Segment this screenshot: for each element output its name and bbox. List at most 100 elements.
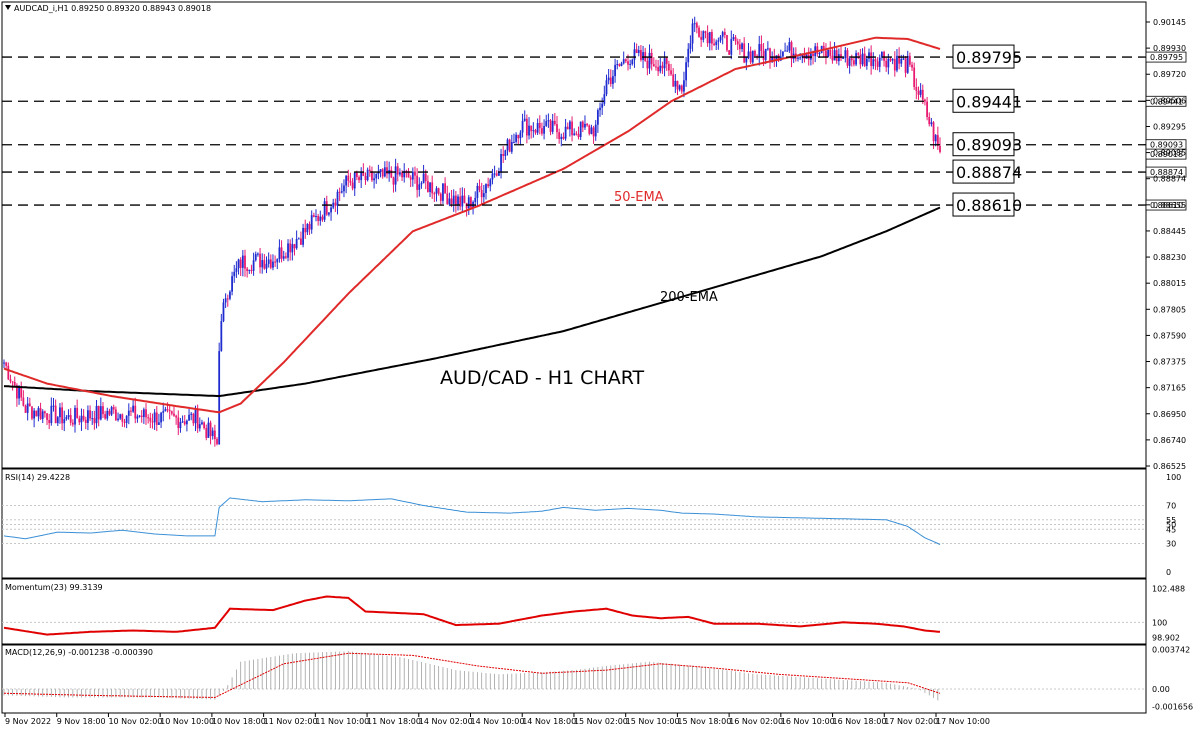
candle-bull: [896, 55, 898, 71]
candle-bull: [411, 171, 414, 180]
candle-bear: [168, 410, 171, 412]
candle-bull: [833, 50, 836, 61]
candle-bull: [179, 422, 182, 429]
candle-bear: [416, 175, 419, 190]
candle-bull: [125, 415, 128, 423]
candle-bear: [22, 397, 25, 406]
indicator-lines: [3, 36, 941, 699]
candle-bull: [678, 85, 681, 90]
candle-bear: [769, 48, 771, 63]
candle-bear: [670, 70, 672, 75]
momentum-line: [3, 595, 941, 636]
candle-bear: [140, 415, 143, 418]
rsi-tick-label: 45: [1166, 525, 1176, 534]
candle-bull: [257, 253, 259, 255]
candle-bear: [465, 203, 468, 209]
chart-title-annotation: AUD/CAD - H1 CHART: [440, 367, 645, 389]
candle-bear: [147, 417, 150, 419]
candle-bear: [652, 64, 655, 67]
ema200-line: [3, 206, 941, 398]
candle-bull: [887, 58, 890, 68]
candle-bull: [276, 259, 279, 263]
candle-bull: [730, 39, 733, 55]
candle-bull: [906, 55, 909, 73]
candle-bull: [394, 166, 397, 185]
candle-bear: [82, 415, 85, 420]
candle-bear: [913, 67, 916, 87]
candle-bear: [121, 414, 124, 422]
candle-bull: [119, 414, 122, 419]
candle-bear: [390, 169, 393, 178]
candle-bull: [476, 185, 479, 198]
candle-bear: [558, 132, 561, 140]
candle-bear: [317, 215, 320, 221]
candle-bear: [876, 61, 879, 67]
price-tick-label: 0.89506: [1153, 96, 1186, 105]
macd-tick-label: -0.001656: [1152, 702, 1193, 711]
candle-bull: [528, 125, 530, 136]
rsi-panel-frame: [1, 468, 1147, 579]
candle-bull: [543, 126, 545, 134]
price-tick-label: 0.89085: [1153, 149, 1186, 158]
candle-bear: [9, 379, 12, 382]
time-tick-label: 11 Nov 10:00: [315, 717, 369, 726]
candle-bull: [622, 59, 625, 64]
candle-bull: [272, 261, 274, 268]
candle-bear: [698, 27, 700, 37]
price-flag-label: 0.89018: [1150, 150, 1183, 159]
level-label-box: [952, 132, 1015, 157]
candle-bear: [31, 406, 33, 419]
candle-bear: [444, 183, 447, 194]
candle-bear: [853, 60, 855, 65]
candle-bull: [596, 110, 599, 125]
price-tick-label: 0.88230: [1153, 253, 1186, 262]
horizontal-levels: 0.89795 0.89441 0.89093 0.88874 0.88610 0.897…: [2, 44, 1187, 217]
candle-bear: [155, 412, 158, 425]
candle-bull: [158, 422, 160, 425]
level-label-box: [952, 44, 1015, 69]
candle-bear: [549, 120, 552, 132]
candle-bull: [220, 321, 223, 352]
candle-bear: [446, 193, 449, 205]
candle-bear: [627, 61, 629, 65]
candle-bear: [650, 52, 653, 65]
candle-bear: [293, 244, 296, 249]
candle-bull: [52, 405, 55, 407]
candle-bear: [269, 259, 272, 268]
candle-bull: [377, 172, 380, 175]
candle-bear: [609, 77, 612, 84]
candle-bear: [325, 201, 328, 215]
triangle-down-icon[interactable]: [5, 5, 11, 10]
candle-bear: [381, 169, 384, 177]
candle-bull: [63, 419, 66, 424]
candle-bull: [590, 127, 593, 134]
time-tick-label: 16 Nov 02:00: [729, 717, 783, 726]
candle-bear: [358, 177, 360, 181]
candle-bear: [304, 227, 307, 233]
candle-bear: [274, 261, 277, 263]
candle-bull: [784, 50, 786, 52]
candle-bear: [738, 44, 741, 50]
candle-bear: [829, 49, 832, 56]
time-tick-label: 16 Nov 10:00: [781, 717, 835, 726]
candle-bull: [343, 185, 345, 192]
candle-bull: [620, 63, 623, 66]
candle-bull: [319, 216, 322, 221]
candle-bull: [95, 405, 98, 424]
candle-bull: [745, 57, 748, 63]
candle-bear: [863, 53, 866, 66]
candle-bear: [24, 405, 27, 413]
candle-bear: [149, 417, 152, 422]
candle-bull: [323, 201, 326, 220]
candle-bear: [857, 53, 860, 55]
candle-bull: [233, 271, 236, 277]
candle-bull: [489, 179, 492, 187]
candle-bear: [928, 117, 931, 125]
level-label: 0.88874: [956, 163, 1022, 182]
candle-bull: [222, 302, 225, 322]
price-tick-label: 0.87165: [1153, 384, 1186, 393]
candle-bull: [629, 64, 632, 66]
candle-bull: [607, 77, 610, 81]
candle-bear: [803, 53, 806, 59]
candle-bear: [939, 145, 941, 153]
